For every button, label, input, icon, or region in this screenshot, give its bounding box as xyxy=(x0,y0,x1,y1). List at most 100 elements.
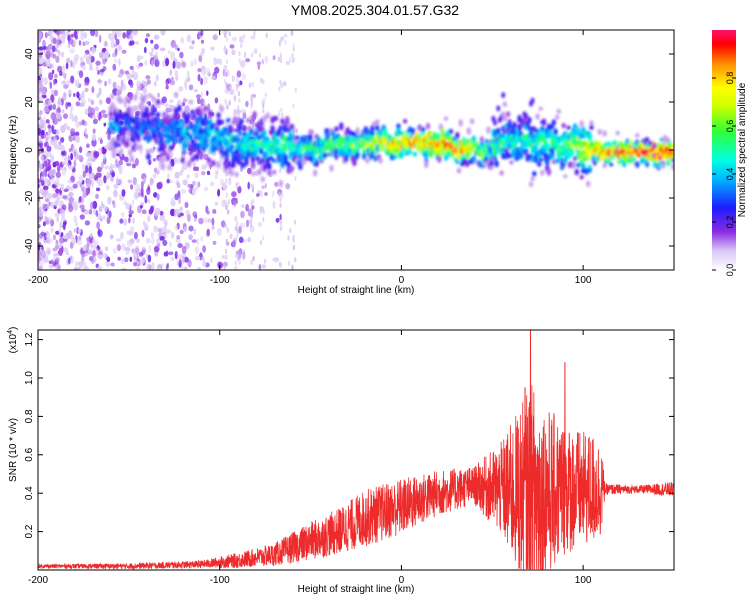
noise-dot xyxy=(106,171,110,180)
ridge-dot xyxy=(188,150,193,156)
noise-dot xyxy=(100,200,104,209)
noise-dot xyxy=(251,82,254,88)
ridge-dot xyxy=(131,138,136,143)
noise-dot xyxy=(123,101,127,108)
ridge-dot xyxy=(380,145,385,152)
noise-dot xyxy=(206,170,211,176)
noise-dot xyxy=(295,128,298,134)
ridge-dot xyxy=(412,151,418,157)
noise-dot xyxy=(231,75,235,82)
snr-frame xyxy=(37,329,675,571)
ridge-dot xyxy=(118,149,123,155)
noise-dot xyxy=(250,222,253,228)
noise-dot xyxy=(118,178,123,186)
noise-dot xyxy=(259,209,262,215)
ridge-dot xyxy=(407,147,413,155)
noise-dot xyxy=(225,82,228,88)
noise-dot xyxy=(119,86,123,94)
ridge-dot xyxy=(242,126,247,131)
ridge-dot xyxy=(273,115,279,121)
noise-dot xyxy=(150,232,154,239)
ridge-dot xyxy=(451,136,457,141)
noise-dot xyxy=(227,198,230,205)
noise-dot xyxy=(44,215,48,222)
noise-dot xyxy=(73,93,76,97)
noise-dot xyxy=(47,193,53,200)
noise-dot xyxy=(55,263,60,270)
ridge-dot xyxy=(160,162,166,171)
ridge-dot xyxy=(368,147,373,152)
noise-dot xyxy=(247,167,252,175)
noise-dot xyxy=(70,60,73,68)
ridge-dot xyxy=(671,163,674,171)
ridge-dot xyxy=(555,114,560,120)
noise-dot xyxy=(226,227,229,233)
ridge-dot xyxy=(344,154,349,163)
noise-dot xyxy=(148,51,152,55)
noise-dot xyxy=(39,117,43,125)
noise-dot xyxy=(62,195,68,200)
noise-dot xyxy=(207,103,211,112)
noise-dot xyxy=(106,184,110,191)
noise-dot xyxy=(101,252,108,259)
noise-dot xyxy=(103,152,106,160)
noise-dot xyxy=(93,151,100,158)
noise-dot xyxy=(125,202,129,210)
y-tick-label: 1.2 xyxy=(24,332,35,346)
noise-dot xyxy=(250,35,256,40)
noise-dot xyxy=(84,87,89,93)
noise-dot xyxy=(239,222,246,228)
ridge-dot xyxy=(540,125,545,132)
colorbar-gradient xyxy=(712,30,736,270)
noise-dot xyxy=(131,74,135,78)
ridge-dot xyxy=(355,134,360,139)
noise-dot xyxy=(53,144,60,150)
noise-dot xyxy=(170,197,176,205)
noise-dot xyxy=(213,57,218,66)
ridge-dot xyxy=(294,135,300,140)
ridge-dot xyxy=(265,156,270,165)
noise-dot xyxy=(211,217,215,226)
ridge-dot xyxy=(396,123,401,130)
noise-dot xyxy=(92,200,98,209)
y-tick-label: 20 xyxy=(24,96,35,108)
noise-dot xyxy=(169,69,173,76)
noise-dot xyxy=(86,240,91,247)
noise-dot xyxy=(53,102,56,110)
noise-dot xyxy=(192,162,196,167)
noise-dot xyxy=(225,192,228,198)
noise-dot xyxy=(78,235,82,241)
ridge-dot xyxy=(456,167,462,174)
noise-dot xyxy=(214,97,219,104)
ridge-dot xyxy=(167,163,172,171)
noise-dot xyxy=(67,179,72,184)
colorbar-tick-label: 0.2 xyxy=(725,216,735,229)
noise-dot xyxy=(245,219,250,228)
ridge-dot xyxy=(458,119,463,127)
noise-dot xyxy=(152,173,157,179)
ridge-dot xyxy=(155,98,161,105)
noise-dot xyxy=(233,95,236,101)
ridge-dot xyxy=(188,99,193,105)
noise-dot xyxy=(90,30,95,37)
ridge-dot xyxy=(553,129,558,136)
ridge-dot xyxy=(545,142,550,150)
ridge-dot xyxy=(566,151,571,160)
noise-dot xyxy=(200,90,204,99)
noise-dot xyxy=(187,183,191,188)
ridge-dot xyxy=(615,130,620,136)
noise-dot xyxy=(234,265,237,270)
noise-dot xyxy=(236,228,239,234)
noise-dot xyxy=(231,36,237,42)
noise-dot xyxy=(97,254,103,259)
ridge-dot xyxy=(527,116,532,124)
noise-dot xyxy=(160,30,166,36)
noise-dot xyxy=(72,200,78,207)
ridge-dot xyxy=(236,136,241,144)
ridge-dot xyxy=(587,164,593,169)
noise-dot xyxy=(73,57,78,65)
ridge-dot xyxy=(496,105,501,112)
noise-dot xyxy=(238,58,241,64)
noise-dot xyxy=(88,174,93,180)
noise-dot xyxy=(112,63,117,71)
